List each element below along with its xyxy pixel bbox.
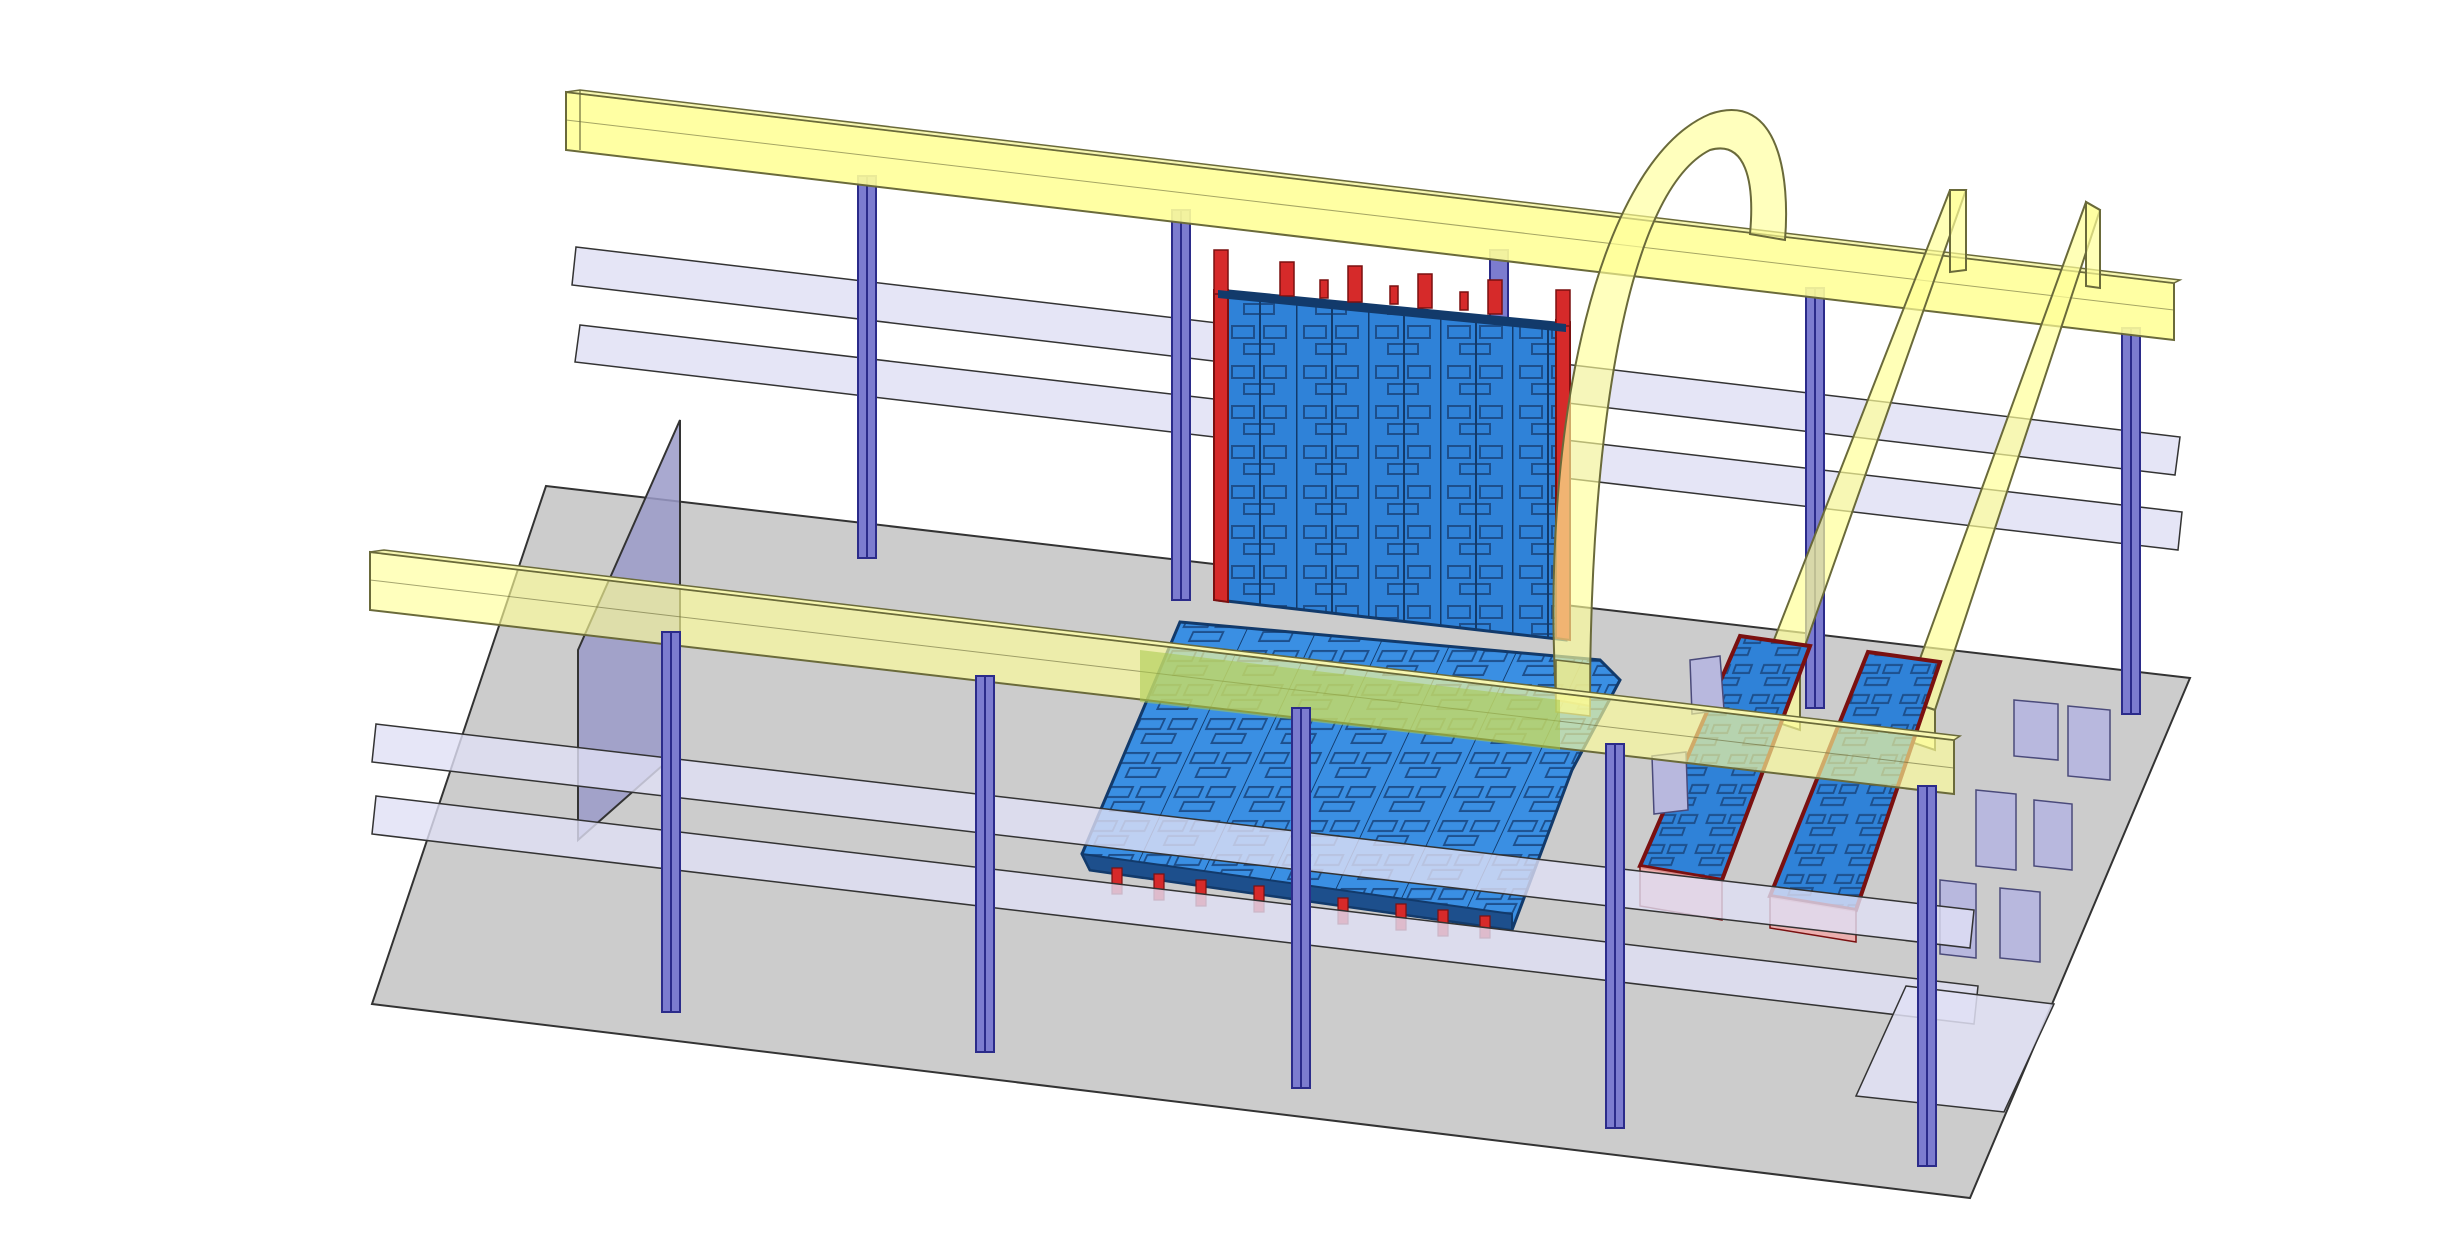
back-columns bbox=[857, 175, 2141, 715]
front-gantry-rail bbox=[369, 549, 1963, 796]
vertical-formwork-panel bbox=[1213, 249, 1571, 642]
front-rail-planes bbox=[371, 723, 2056, 1113]
front-columns bbox=[661, 631, 1937, 1167]
